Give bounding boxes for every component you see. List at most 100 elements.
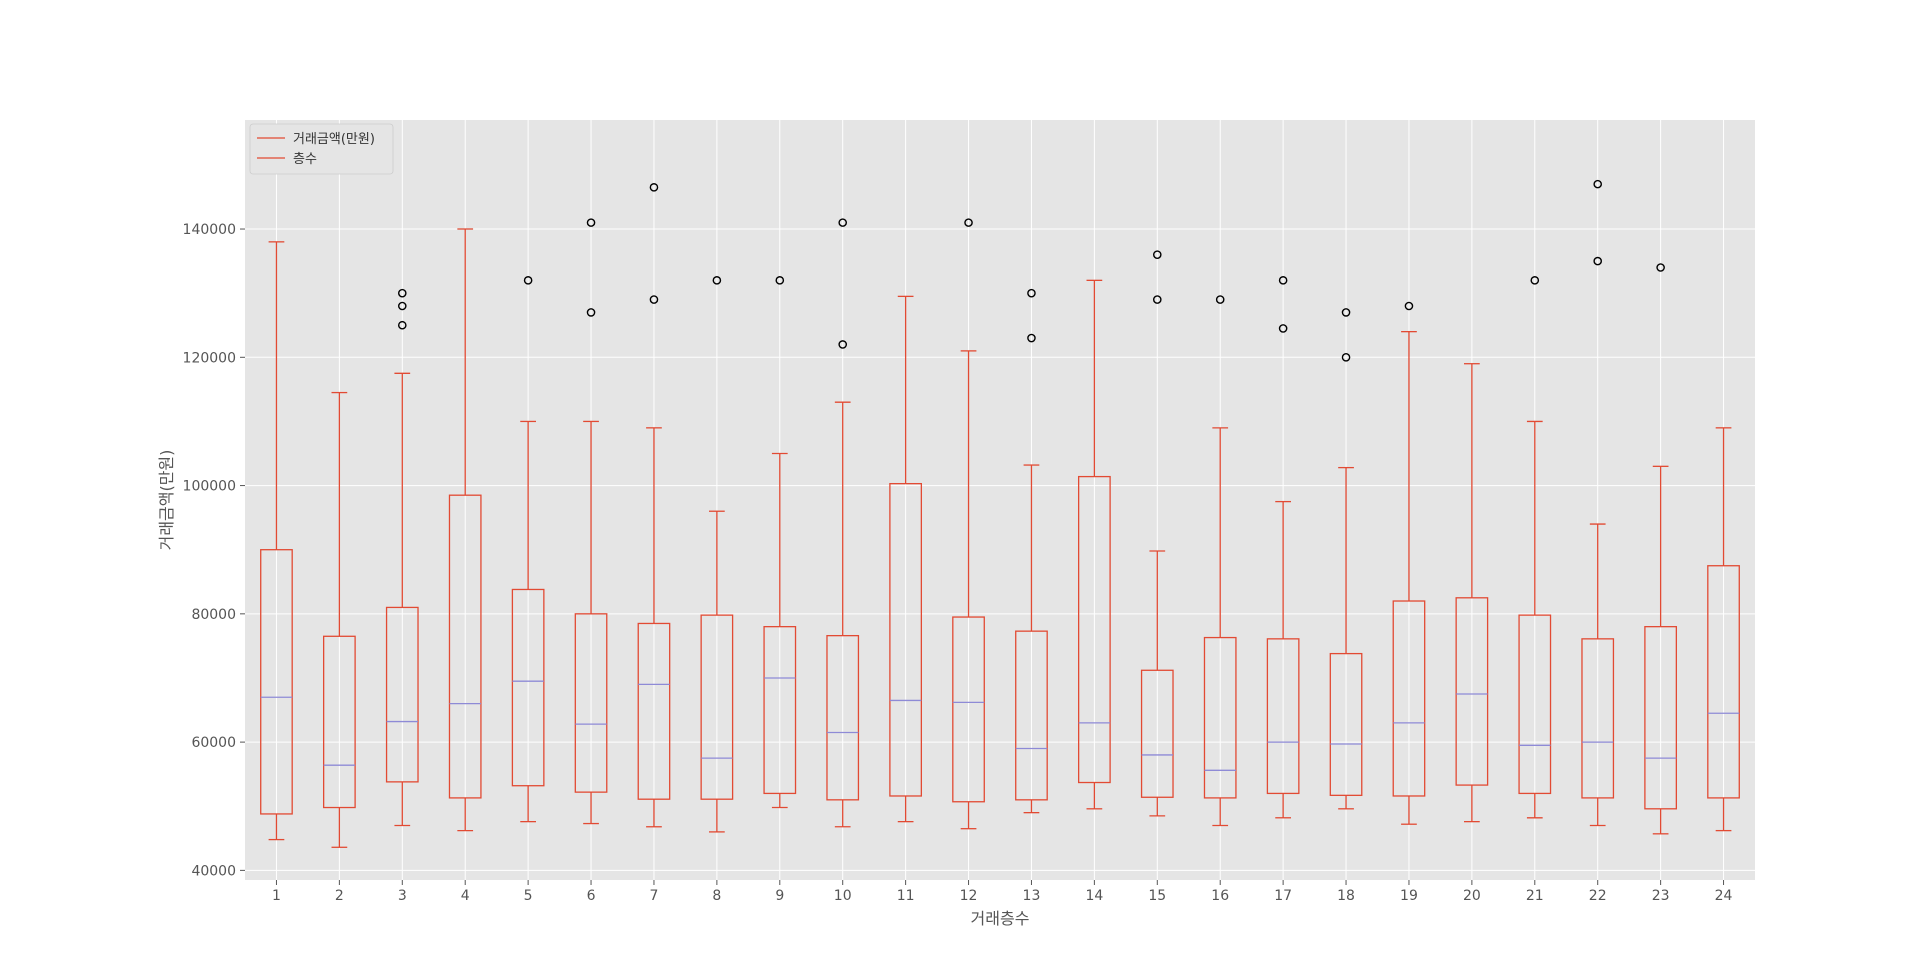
box bbox=[700, 614, 734, 800]
outlier-point bbox=[1278, 324, 1288, 333]
legend-entry-1: 층수 bbox=[293, 152, 317, 167]
box-series bbox=[260, 179, 1740, 848]
x-tick-label: 9 bbox=[775, 888, 784, 904]
box bbox=[1392, 600, 1426, 797]
box bbox=[1140, 669, 1174, 798]
x-axis-ticks: 1 2 3 4 5 6 7 8 9 10 11 12 13 14 15 16 17 18 19 20 21 22 23 24 bbox=[272, 880, 1733, 904]
box bbox=[260, 549, 293, 815]
box bbox=[511, 588, 545, 787]
outlier-point bbox=[1027, 288, 1036, 298]
box-group bbox=[826, 218, 860, 828]
outlier-point bbox=[397, 288, 407, 298]
x-tick-label: 20 bbox=[1463, 888, 1481, 904]
box-group bbox=[763, 276, 797, 809]
x-tick-label: 13 bbox=[1023, 888, 1041, 904]
box bbox=[1077, 475, 1111, 784]
box bbox=[1203, 636, 1237, 799]
box-group bbox=[1707, 427, 1740, 832]
outlier-point bbox=[1593, 256, 1603, 266]
x-tick-label: 15 bbox=[1148, 888, 1166, 904]
box-group bbox=[1392, 301, 1426, 825]
plot-area bbox=[245, 120, 1755, 880]
box-group bbox=[1140, 250, 1174, 817]
y-axis-label: 거래금액(만원) bbox=[157, 450, 176, 551]
box bbox=[952, 616, 985, 803]
box-group bbox=[511, 276, 545, 823]
box-group bbox=[1644, 263, 1678, 835]
outlier-point bbox=[712, 276, 722, 285]
outlier-point bbox=[586, 308, 596, 317]
legend: 거래금액(만원) 층수 bbox=[249, 123, 394, 175]
box-group bbox=[1015, 288, 1048, 814]
y-tick-label: 40000 bbox=[191, 863, 236, 879]
box-group bbox=[637, 183, 671, 828]
box bbox=[637, 622, 671, 800]
box bbox=[1455, 597, 1489, 786]
x-tick-label: 23 bbox=[1652, 888, 1670, 904]
box bbox=[1266, 638, 1300, 795]
outlier-point bbox=[1656, 263, 1665, 272]
x-tick-label: 10 bbox=[834, 888, 852, 904]
box-group bbox=[1455, 363, 1489, 823]
box-group bbox=[260, 241, 293, 841]
box bbox=[1518, 614, 1552, 795]
box-group bbox=[952, 218, 985, 830]
box bbox=[574, 613, 608, 793]
box bbox=[763, 626, 797, 795]
box-group bbox=[448, 228, 482, 832]
outlier-point bbox=[586, 218, 596, 227]
outlier-point bbox=[397, 301, 407, 311]
x-tick-label: 12 bbox=[960, 888, 978, 904]
outlier-point bbox=[775, 276, 785, 285]
x-tick-label: 14 bbox=[1085, 888, 1103, 904]
outlier-point bbox=[1341, 352, 1351, 362]
x-tick-label: 1 bbox=[272, 888, 281, 904]
outlier-point bbox=[649, 183, 659, 192]
outlier-point bbox=[1404, 301, 1414, 311]
x-tick-label: 22 bbox=[1589, 888, 1607, 904]
outlier-point bbox=[1215, 295, 1225, 304]
x-tick-label: 19 bbox=[1400, 888, 1418, 904]
box-group bbox=[1077, 279, 1111, 810]
y-tick-label: 80000 bbox=[191, 607, 236, 623]
y-tick-label: 60000 bbox=[191, 735, 236, 751]
outlier-point bbox=[838, 340, 848, 349]
box-group bbox=[1329, 308, 1363, 810]
box-group bbox=[889, 295, 923, 823]
x-tick-label: 21 bbox=[1526, 888, 1544, 904]
outlier-point bbox=[523, 276, 533, 285]
box-group bbox=[322, 391, 356, 848]
outlier-point bbox=[1152, 250, 1162, 259]
outlier-point bbox=[838, 218, 848, 227]
outlier-point bbox=[397, 320, 407, 330]
x-tick-label: 5 bbox=[524, 888, 533, 904]
box-group bbox=[1518, 276, 1552, 819]
box bbox=[1329, 652, 1363, 796]
box-group bbox=[574, 218, 608, 825]
x-tick-label: 24 bbox=[1715, 888, 1733, 904]
x-tick-label: 17 bbox=[1274, 888, 1292, 904]
outlier-point bbox=[1278, 276, 1288, 285]
y-tick-label: 120000 bbox=[183, 350, 236, 366]
box bbox=[1581, 638, 1615, 799]
y-axis-ticks: 40000 60000 80000 100000 120000 140000 bbox=[183, 222, 245, 879]
box bbox=[1015, 630, 1048, 801]
box bbox=[889, 482, 923, 797]
box-group bbox=[700, 276, 734, 833]
outlier-point bbox=[1530, 276, 1540, 285]
legend-frame bbox=[249, 123, 394, 175]
box-group bbox=[1581, 179, 1615, 827]
box bbox=[448, 494, 482, 799]
box bbox=[385, 606, 419, 783]
x-tick-label: 3 bbox=[398, 888, 407, 904]
x-axis-label: 거래층수 bbox=[971, 909, 1030, 928]
x-tick-label: 8 bbox=[712, 888, 721, 904]
outlier-point bbox=[649, 295, 659, 304]
x-tick-label: 16 bbox=[1211, 888, 1229, 904]
box bbox=[322, 635, 356, 809]
outlier-point bbox=[964, 218, 973, 227]
box bbox=[1644, 626, 1678, 810]
box-group bbox=[1266, 276, 1300, 819]
legend-entry-0: 거래금액(만원) bbox=[293, 132, 375, 147]
